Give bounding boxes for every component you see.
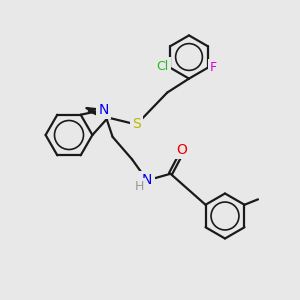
Text: O: O bbox=[176, 143, 187, 157]
Text: N: N bbox=[142, 173, 152, 188]
Text: S: S bbox=[132, 118, 141, 131]
Text: N: N bbox=[98, 103, 109, 117]
Text: F: F bbox=[210, 61, 217, 74]
Text: H: H bbox=[135, 180, 144, 193]
Text: Cl: Cl bbox=[156, 60, 168, 73]
